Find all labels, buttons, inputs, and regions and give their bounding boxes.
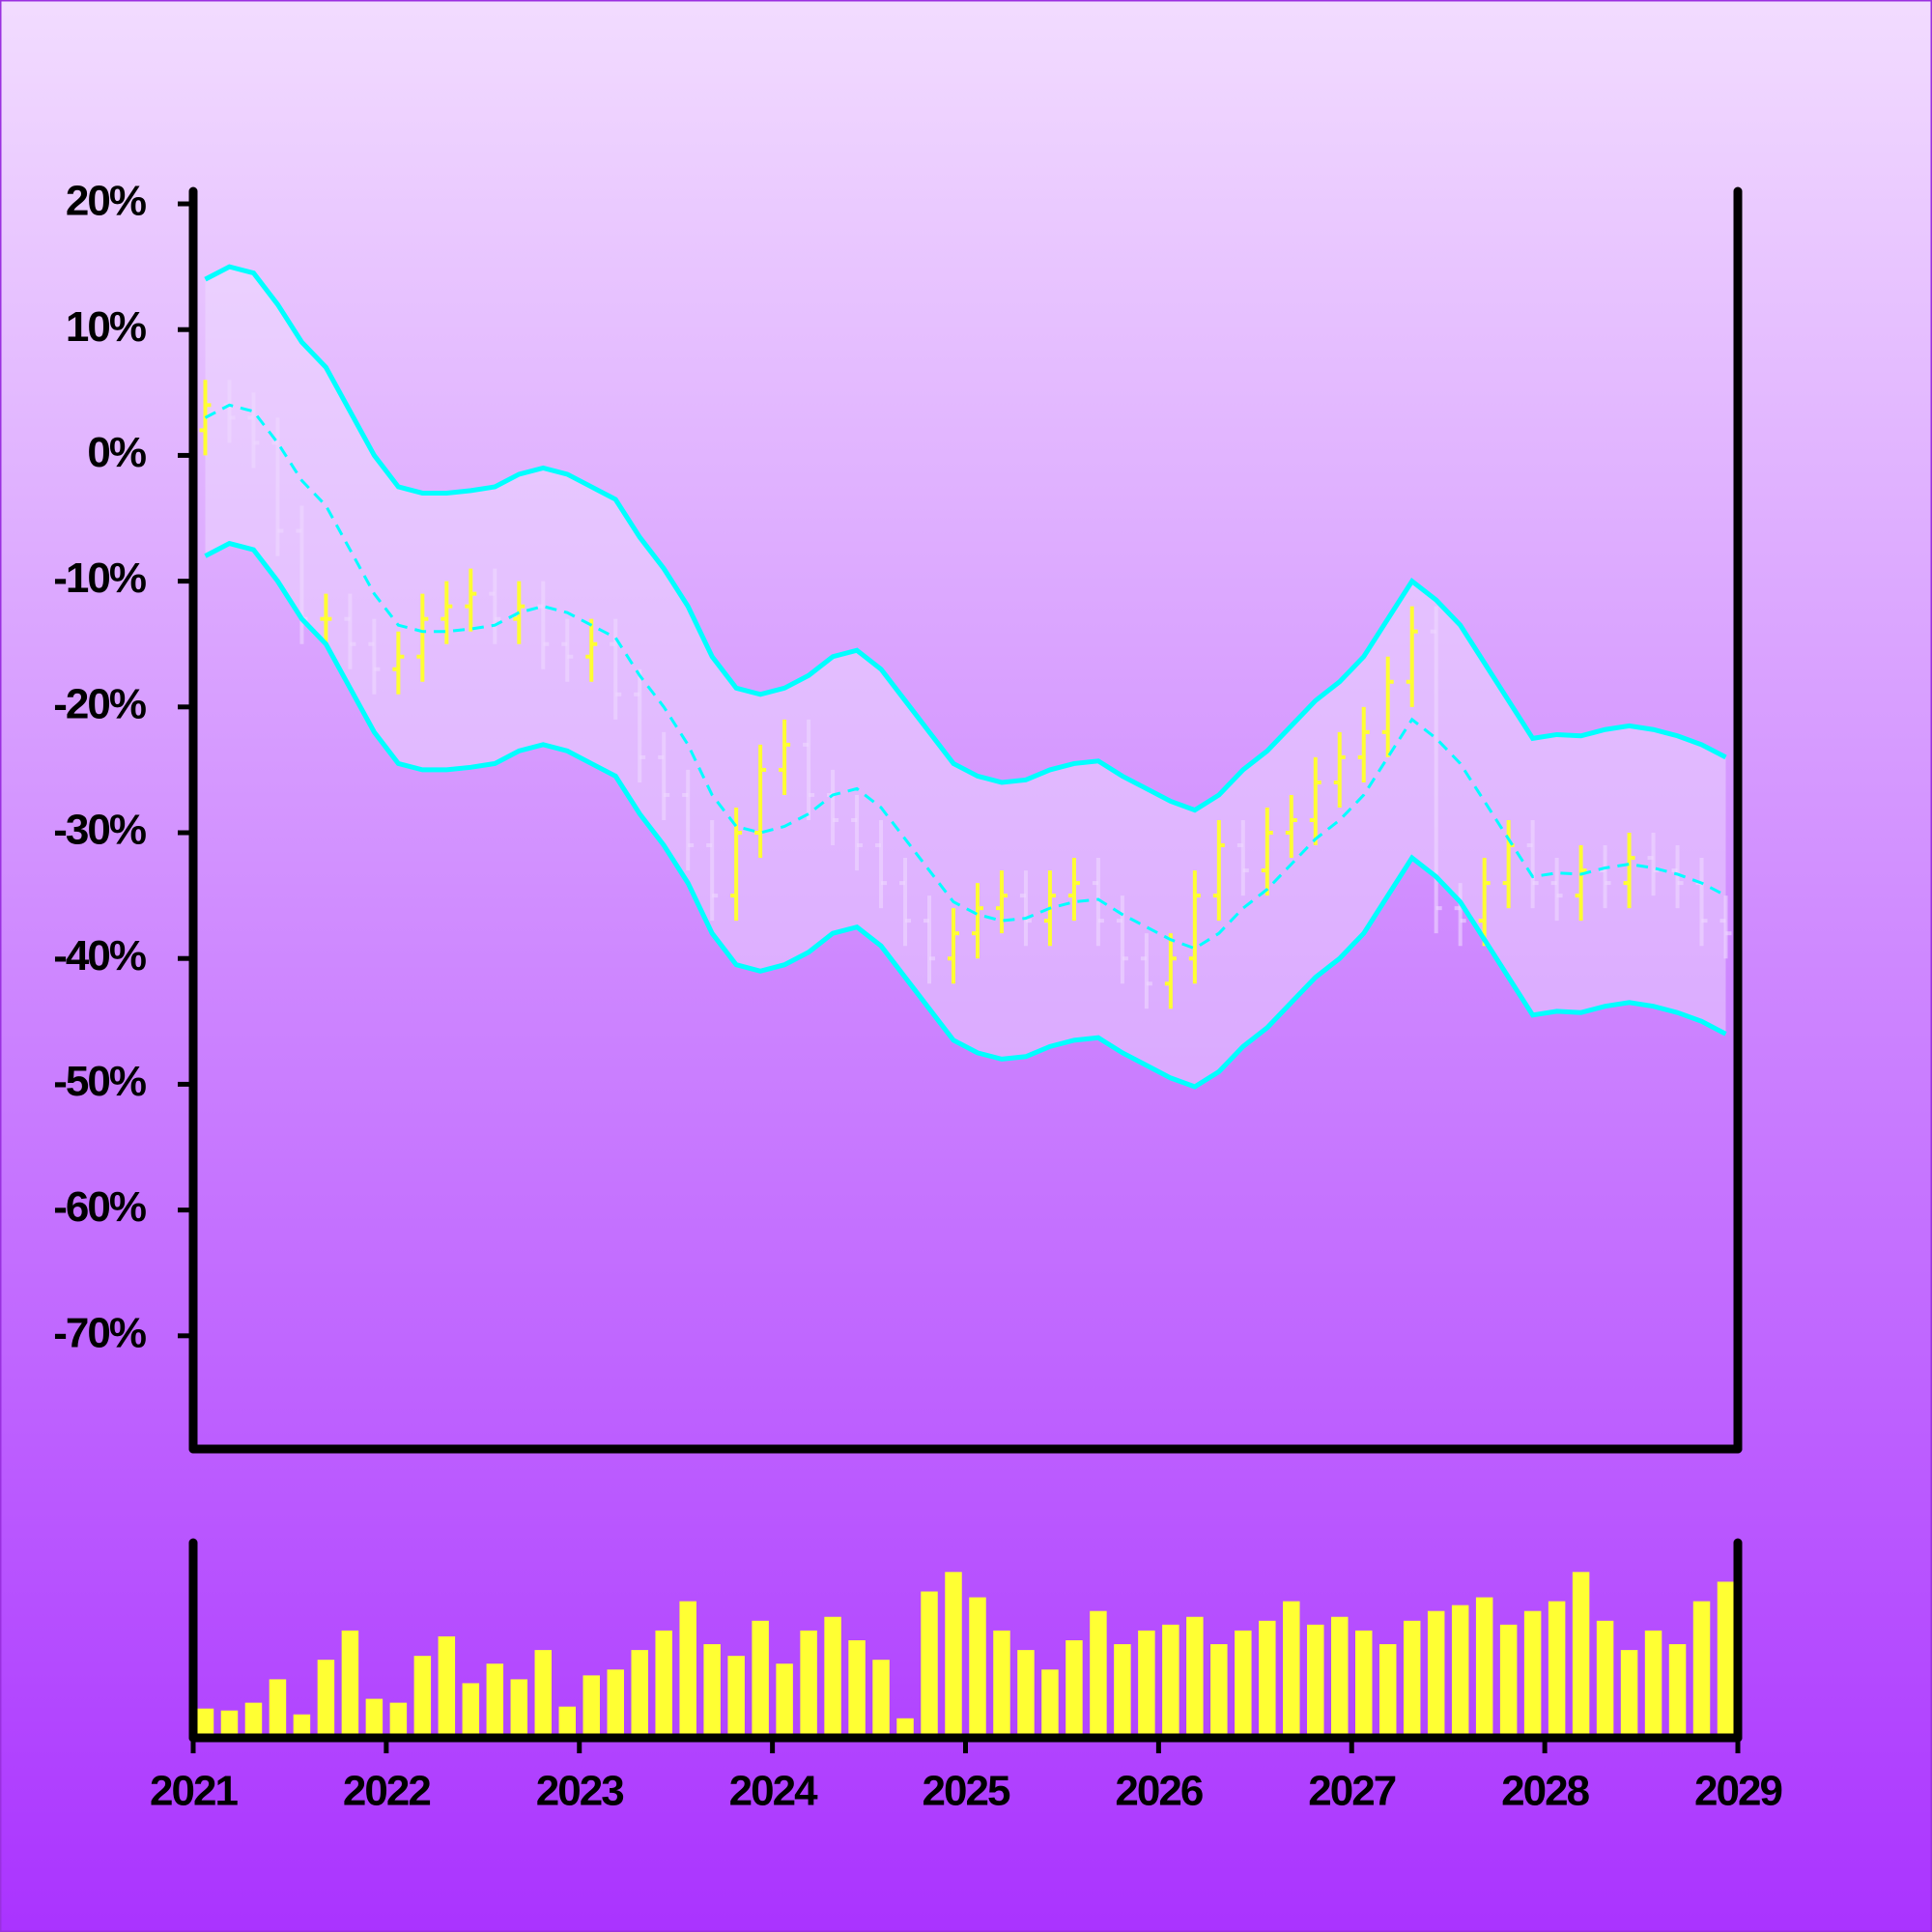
volume-bar — [1451, 1605, 1469, 1738]
volume-bar — [896, 1718, 914, 1738]
volume-bar — [1283, 1601, 1300, 1738]
volume-bar — [438, 1635, 456, 1738]
volume-bar — [752, 1620, 769, 1738]
price-panel: 20% 10% 0% -10% -20% -30% -40% -50% -60% -70% — [53, 178, 1743, 1454]
volume-bar — [1065, 1640, 1083, 1738]
volume-bar — [1138, 1630, 1155, 1738]
volume-bar — [969, 1597, 986, 1738]
volume-bar — [1548, 1601, 1566, 1738]
y-tick-label: -40% — [53, 932, 146, 980]
x-tick-label: 2026 — [1115, 1768, 1202, 1815]
volume-bar — [1354, 1630, 1373, 1738]
x-tick-label: 2027 — [1308, 1768, 1395, 1815]
volume-bar — [293, 1714, 311, 1738]
y-tick-label: 20% — [66, 178, 146, 225]
y-tick-label: -20% — [53, 680, 146, 727]
volume-bar — [993, 1630, 1010, 1738]
x-tick-label: 2028 — [1501, 1768, 1589, 1815]
x-tick-label: 2029 — [1694, 1768, 1781, 1815]
volume-bar — [244, 1702, 263, 1738]
volume-bar — [413, 1656, 432, 1738]
volume-bar — [1644, 1630, 1662, 1738]
volume-bar — [341, 1630, 359, 1738]
volume-bar — [220, 1710, 239, 1738]
volume-bar — [776, 1663, 793, 1738]
volume-bar — [1331, 1616, 1349, 1738]
y-tick-label: -50% — [53, 1058, 146, 1105]
volume-bar — [269, 1679, 287, 1738]
x-tick-label: 2021 — [150, 1768, 238, 1815]
band-upper — [204, 264, 1727, 813]
volume-bar — [1235, 1630, 1252, 1738]
volume-bar — [1692, 1601, 1711, 1738]
volume-bar — [1668, 1644, 1687, 1738]
volume-bar — [1259, 1620, 1276, 1738]
y-tick-label: -60% — [53, 1183, 146, 1231]
volume-bar — [945, 1572, 962, 1738]
volume-bar — [1378, 1644, 1397, 1738]
volume-bar — [848, 1640, 866, 1738]
volume-bar — [921, 1591, 938, 1738]
volume-bar — [1475, 1597, 1493, 1738]
volume-bar — [1186, 1616, 1204, 1738]
volume-bar — [1717, 1581, 1735, 1738]
volume-bar — [1162, 1624, 1179, 1738]
volume-bar — [558, 1706, 577, 1738]
band-fill — [205, 267, 1726, 1088]
volume-bar — [582, 1675, 600, 1738]
volume-bar — [607, 1669, 624, 1738]
volume-bar — [631, 1650, 648, 1738]
volume-bar — [1427, 1610, 1445, 1738]
volume-bar — [1596, 1620, 1614, 1738]
band-middle — [204, 403, 1727, 951]
volume-bar — [655, 1630, 672, 1738]
volume-bar — [510, 1679, 528, 1738]
volume-bar — [365, 1698, 384, 1738]
x-tick-label: 2024 — [729, 1768, 818, 1815]
y-tick-label: 0% — [87, 429, 145, 476]
volume-bar — [800, 1630, 817, 1738]
volume-bar — [1114, 1644, 1131, 1738]
volume-bar — [1523, 1610, 1542, 1738]
x-tick-label: 2023 — [536, 1768, 623, 1815]
volume-bar — [389, 1702, 408, 1738]
volume-bar — [1620, 1650, 1638, 1738]
volume-bar — [703, 1644, 721, 1738]
volume-panel: 2021 2022 2023 2024 2025 2026 2027 2028 2029 — [150, 1538, 1783, 1815]
x-tick-label: 2025 — [923, 1768, 1010, 1815]
volume-bar — [196, 1708, 214, 1738]
y-tick-label: -10% — [53, 554, 146, 602]
volume-bar — [534, 1650, 553, 1738]
volume-bar — [824, 1616, 841, 1738]
x-tick-label: 2022 — [343, 1768, 430, 1815]
volume-bar — [1403, 1620, 1421, 1738]
volume-bar — [1210, 1644, 1228, 1738]
volume-bar — [1017, 1650, 1035, 1738]
volume-bar — [1307, 1624, 1324, 1738]
volume-bar — [727, 1656, 745, 1738]
band-lower — [204, 540, 1727, 1090]
volume-bar — [1041, 1669, 1059, 1738]
volume-bar — [486, 1663, 504, 1738]
volume-bar — [872, 1660, 890, 1738]
volume-bar — [1572, 1572, 1590, 1738]
volume-bar — [462, 1683, 480, 1738]
y-tick-label: -30% — [53, 807, 146, 854]
volume-bar — [317, 1660, 335, 1738]
volume-bar — [1090, 1610, 1107, 1738]
volume-bar — [1499, 1624, 1518, 1738]
volume-bar — [679, 1601, 696, 1738]
y-tick-label: -70% — [53, 1309, 146, 1356]
y-tick-label: 10% — [66, 303, 146, 351]
